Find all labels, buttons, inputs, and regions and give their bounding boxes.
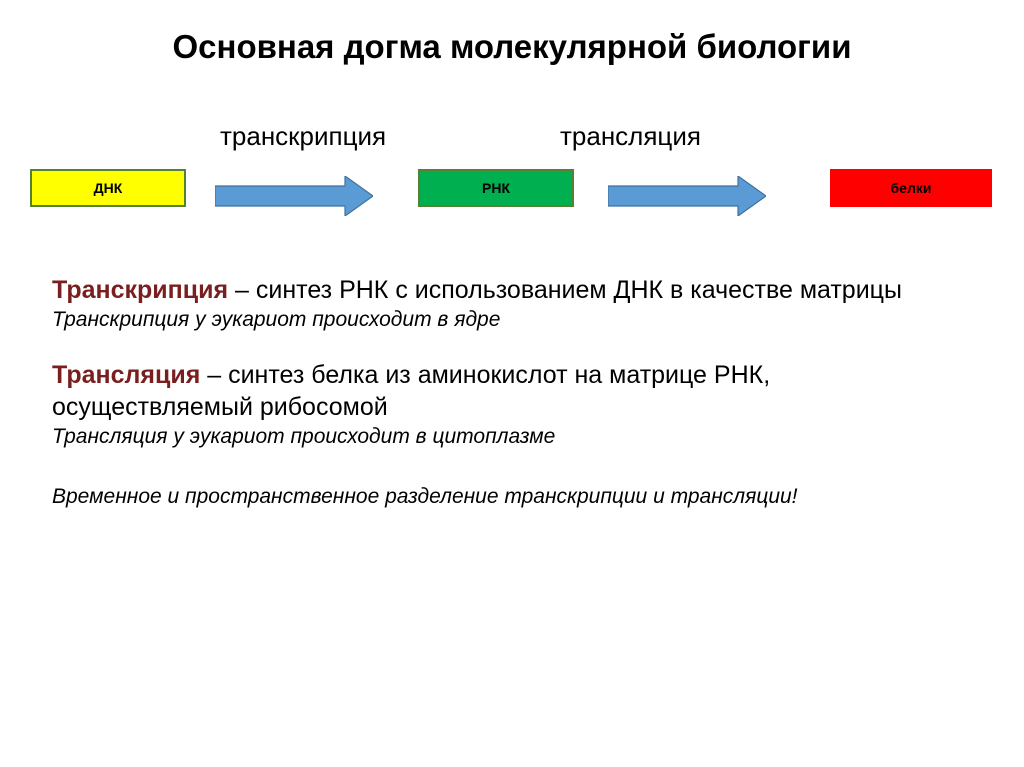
definition-transcription: Транскрипция – синтез РНК с использовани…	[52, 274, 976, 333]
flow-labels-row: транскрипция трансляция	[0, 121, 1024, 161]
label-transcription: транскрипция	[220, 121, 386, 152]
label-translation: трансляция	[560, 121, 701, 152]
term-translation: Трансляция	[52, 361, 200, 389]
body-transcription: – синтез РНК с использованием ДНК в каче…	[228, 276, 902, 304]
note-translation: Трансляция у эукариот происходит в цитоп…	[52, 423, 976, 450]
page-title: Основная догма молекулярной биологии	[0, 0, 1024, 66]
definition-transcription-main: Транскрипция – синтез РНК с использовани…	[52, 274, 976, 306]
box-protein-label: белки	[891, 180, 932, 196]
definition-translation-main: Трансляция – синтез белка из аминокислот…	[52, 359, 976, 423]
box-dna-label: ДНК	[94, 180, 123, 196]
term-transcription: Транскрипция	[52, 276, 228, 304]
arrow-transcription	[215, 176, 373, 216]
box-rna: РНК	[418, 169, 574, 207]
definition-translation: Трансляция – синтез белка из аминокислот…	[52, 359, 976, 450]
box-protein: белки	[830, 169, 992, 207]
box-dna: ДНК	[30, 169, 186, 207]
flow-diagram-row: ДНК РНК белки	[0, 169, 1024, 219]
footer-note: Временное и пространственное разделение …	[0, 485, 1024, 509]
note-transcription: Транскрипция у эукариот происходит в ядр…	[52, 306, 976, 333]
arrow-translation	[608, 176, 766, 216]
definitions-section: Транскрипция – синтез РНК с использовани…	[0, 274, 1024, 451]
box-rna-label: РНК	[482, 180, 510, 196]
